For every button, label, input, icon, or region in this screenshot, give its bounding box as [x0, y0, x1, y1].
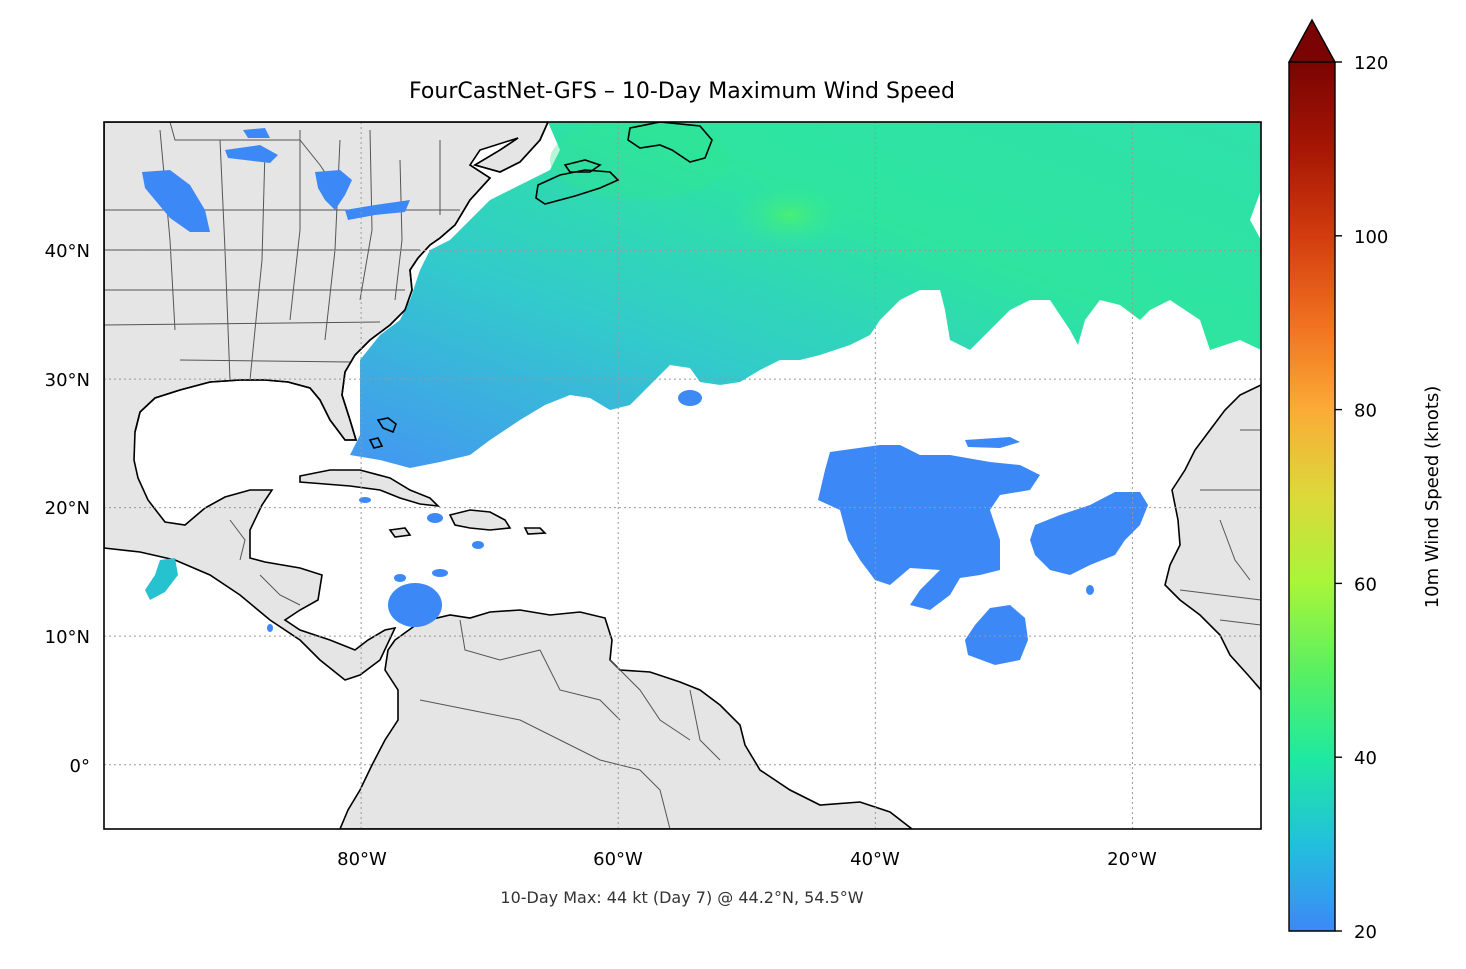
africa-land	[1164, 384, 1261, 692]
lat-label: 40°N	[45, 241, 90, 262]
chart-title: FourCastNet-GFS – 10-Day Maximum Wind Sp…	[409, 79, 955, 104]
lon-label: 60°W	[593, 849, 643, 870]
honduras-gulf-patch	[145, 558, 178, 600]
admin-borders	[104, 122, 1261, 829]
jamaica	[388, 527, 412, 538]
colorbar-label: 10m Wind Speed (knots)	[1422, 386, 1443, 609]
colorbar-extend-arrow	[1287, 18, 1337, 63]
latitude-labels: 40°N 30°N 20°N 10°N 0°	[45, 241, 90, 777]
great-lakes-patch-5	[345, 200, 410, 220]
hispaniola	[448, 509, 512, 531]
colorbar-gradient	[1289, 62, 1335, 931]
colorbar-tick-label: 100	[1354, 227, 1388, 248]
caribbean-patch	[388, 583, 442, 627]
jet-swath	[350, 122, 1261, 468]
wind-field	[142, 122, 1261, 665]
colorbar-ticks: 20 40 60 80 100 120	[1335, 53, 1388, 943]
south-america-land	[339, 609, 914, 829]
puerto-rico	[523, 527, 547, 535]
patch-south	[965, 605, 1028, 665]
lon-label: 20°W	[1107, 849, 1157, 870]
lat-label: 30°N	[45, 370, 90, 391]
colorbar-tick-label: 60	[1354, 574, 1377, 595]
map-frame	[103, 121, 1262, 830]
longitude-labels: 80°W 60°W 40°W 20°W	[337, 849, 1157, 870]
colorbar-tick-label: 120	[1354, 53, 1388, 74]
patch-small-north	[965, 437, 1020, 448]
colorbar-tick-label: 80	[1354, 401, 1377, 422]
lon-label: 40°W	[850, 849, 900, 870]
cuba	[299, 469, 441, 508]
lat-label: 0°	[70, 756, 90, 777]
map-area	[104, 122, 1261, 829]
great-lakes-patch-1	[142, 170, 210, 232]
great-lakes-patch-4	[315, 170, 352, 210]
colorbar: 20 40 60 80 100 120 10m Wind Speed (knots)	[1287, 18, 1443, 943]
wind-max-core	[730, 180, 850, 250]
colorbar-tick-label: 20	[1354, 922, 1377, 943]
central-atlantic-patch	[818, 445, 1040, 610]
great-lakes-patch-3	[243, 128, 270, 138]
lat-label: 20°N	[45, 498, 90, 519]
patch-east	[1030, 492, 1148, 575]
lat-label: 10°N	[45, 627, 90, 648]
colorbar-tick-label: 40	[1354, 748, 1377, 769]
lon-label: 80°W	[337, 849, 387, 870]
great-lakes-patch-2	[225, 145, 278, 163]
max-wind-note: 10-Day Max: 44 kt (Day 7) @ 44.2°N, 54.5…	[500, 888, 863, 907]
